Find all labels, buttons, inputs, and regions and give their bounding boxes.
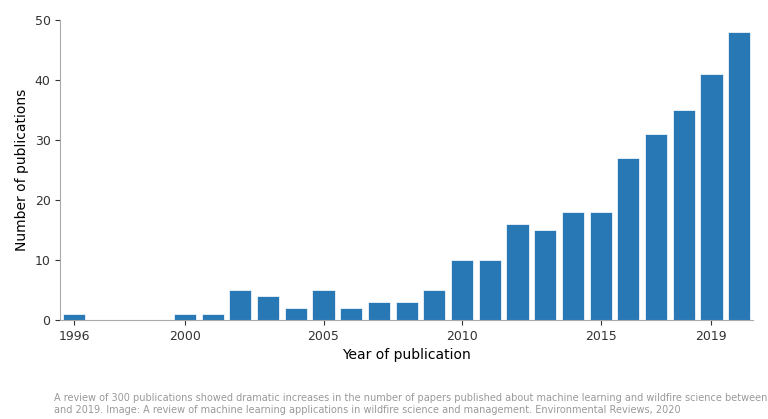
Bar bbox=[230, 290, 251, 320]
Bar bbox=[257, 296, 280, 320]
Bar bbox=[590, 212, 611, 320]
Bar bbox=[201, 314, 223, 320]
Bar bbox=[285, 308, 307, 320]
X-axis label: Year of publication: Year of publication bbox=[343, 348, 471, 362]
Bar bbox=[700, 74, 723, 320]
Bar bbox=[645, 134, 667, 320]
Bar bbox=[396, 302, 418, 320]
Bar bbox=[423, 290, 445, 320]
Bar bbox=[451, 260, 473, 320]
Bar bbox=[728, 32, 750, 320]
Bar bbox=[63, 314, 85, 320]
Bar bbox=[617, 158, 640, 320]
Bar bbox=[313, 290, 335, 320]
Y-axis label: Number of publications: Number of publications bbox=[15, 89, 29, 251]
Bar bbox=[673, 110, 695, 320]
Bar bbox=[534, 230, 556, 320]
Bar bbox=[478, 260, 501, 320]
Bar bbox=[368, 302, 390, 320]
Bar bbox=[562, 212, 584, 320]
Text: A review of 300 publications showed dramatic increases in the number of papers p: A review of 300 publications showed dram… bbox=[54, 393, 768, 415]
Bar bbox=[340, 308, 362, 320]
Bar bbox=[506, 224, 528, 320]
Bar bbox=[174, 314, 196, 320]
